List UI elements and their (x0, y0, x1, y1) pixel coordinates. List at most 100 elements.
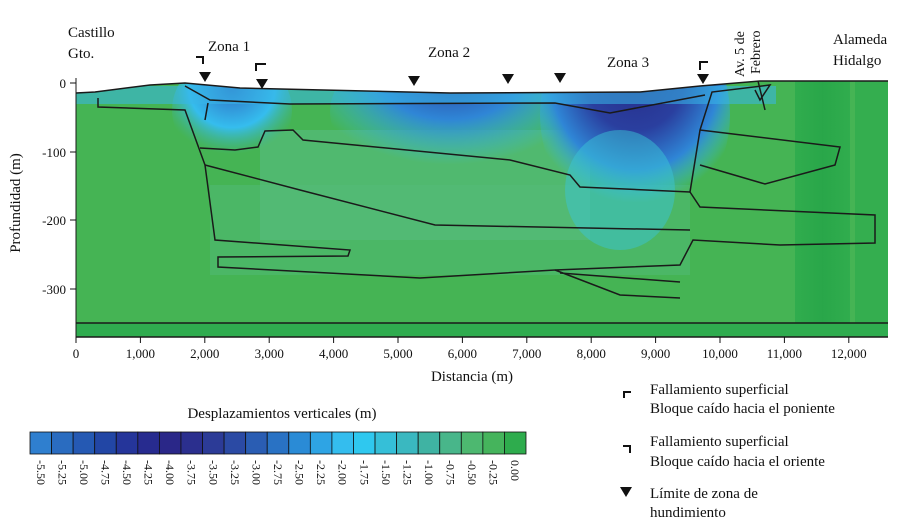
label-alameda: Alameda (833, 32, 887, 48)
colorbar-swatch (29, 431, 52, 455)
fault-east-icon (623, 445, 631, 453)
colorbar-swatch (72, 431, 96, 455)
fault-west-icon (196, 56, 204, 64)
fault-west-icon (699, 61, 708, 70)
x-tick-label: 6,000 (448, 346, 477, 361)
colorbar-swatch (331, 431, 354, 455)
triangle-down-icon (697, 74, 709, 84)
x-tick-label: 5,000 (383, 346, 412, 361)
x-tick-label: 3,000 (255, 346, 284, 361)
colorbar-value-label: -2.25 (314, 460, 328, 485)
colorbar-swatch (288, 431, 311, 455)
colorbar-value-label: -3.50 (206, 460, 220, 485)
x-tick-label: 7,000 (512, 346, 541, 361)
section-markers (196, 56, 709, 89)
colorbar-swatches (29, 431, 527, 455)
colorbar-value-label: -3.25 (228, 460, 242, 485)
x-tick-label: 1,000 (126, 346, 155, 361)
colorbar-value-label: -4.25 (142, 460, 156, 485)
colorbar-value-label: -5.25 (55, 460, 69, 485)
y-tick-300: -300 (42, 282, 66, 297)
x-axis: Distancia (m) 0 1,000 2,000 3,000 4,000 5,000… (73, 337, 867, 385)
colorbar-value-label: -0.25 (487, 460, 501, 485)
triangle-down-icon (199, 72, 211, 82)
colorbar-value-label: -2.75 (271, 460, 285, 485)
y-axis: 0 -100 -200 -300 Profundidad (m) (8, 76, 76, 297)
x-tick-label: 8,000 (577, 346, 606, 361)
colorbar-value-label: -1.50 (379, 460, 393, 485)
colorbar-swatch (158, 431, 182, 455)
triangle-down-icon (408, 76, 420, 86)
x-axis-label: Distancia (m) (431, 369, 513, 385)
colorbar-swatch (482, 431, 505, 455)
colorbar-value-label: -4.75 (98, 460, 112, 485)
colorbar-value-label: -5.00 (77, 460, 91, 485)
fault-east-icon (255, 63, 266, 71)
label-castillo: Castillo (68, 25, 115, 41)
triangle-down-icon (620, 487, 632, 497)
legend-3-line1: Límite de zona de (650, 486, 758, 502)
colorbar-value-label: -1.00 (422, 460, 436, 485)
legend: Fallamiento superficial Bloque caído hac… (620, 382, 835, 521)
y-tick-100: -100 (42, 145, 66, 160)
label-zona-2: Zona 2 (428, 45, 470, 61)
y-tick-0: 0 (60, 76, 67, 91)
colorbar-swatch (94, 431, 117, 455)
x-tick-label: 2,000 (190, 346, 219, 361)
label-gto: Gto. (68, 46, 94, 62)
x-tick-label: 12,000 (831, 346, 867, 361)
x-tick-label: 4,000 (319, 346, 348, 361)
label-av-5-de: Av. 5 de (733, 31, 748, 77)
label-zona-3: Zona 3 (607, 55, 649, 71)
stratigraphic-outlines (75, 80, 888, 299)
legend-2-line2: Bloque caído hacia el oriente (650, 454, 825, 470)
x-tick-label: 11,000 (767, 346, 802, 361)
label-zona-1: Zona 1 (208, 39, 250, 55)
colorbar-swatch (374, 431, 398, 455)
colorbar-swatch (396, 431, 419, 455)
colorbar-title: Desplazamientos verticales (m) (187, 406, 376, 422)
colorbar-value-label: -5.50 (34, 460, 48, 485)
x-tick-label: 10,000 (702, 346, 738, 361)
colorbar-swatch (137, 431, 160, 455)
legend-1-line1: Fallamiento superficial (650, 382, 789, 398)
colorbar-value-label: -3.00 (249, 460, 263, 485)
fault-west-icon (623, 391, 631, 398)
colorbar-swatch (460, 431, 484, 455)
colorbar-swatch (202, 431, 225, 455)
colorbar-swatch (180, 431, 203, 455)
legend-1-line2: Bloque caído hacia el poniente (650, 401, 835, 417)
colorbar-value-label: -3.75 (185, 460, 199, 485)
colorbar-swatch (223, 431, 247, 455)
colorbar-swatch (115, 431, 139, 455)
colorbar-swatch (353, 431, 376, 455)
colorbar-swatch (245, 431, 268, 455)
colorbar-swatch (309, 431, 333, 455)
colorbar-labels: -5.50 -5.25 -5.00 -4.75 -4.50 -4.25 -4.00 -3.75… (34, 460, 522, 485)
colorbar-value-label: -4.50 (120, 460, 134, 485)
colorbar-swatch (439, 431, 462, 455)
triangle-down-icon (256, 79, 268, 89)
colorbar-value-label: -0.50 (465, 460, 479, 485)
colorbar-value-label: -0.75 (444, 460, 458, 485)
y-tick-200: -200 (42, 213, 66, 228)
triangle-down-icon (554, 73, 566, 83)
colorbar-swatch (266, 431, 290, 455)
colorbar-swatch (504, 431, 527, 455)
x-tick-label: 0 (73, 346, 80, 361)
legend-2-line1: Fallamiento superficial (650, 434, 789, 450)
top-labels: Castillo Gto. Zona 1 Zona 2 Zona 3 Av. 5… (68, 25, 887, 77)
colorbar-value-label: -2.50 (293, 460, 307, 485)
colorbar-value-label: -2.00 (336, 460, 350, 485)
colorbar-value-label: -1.25 (400, 460, 414, 485)
vertical-displacement-field (76, 81, 888, 337)
colorbar-swatch (51, 431, 74, 455)
x-tick-label: 9,000 (641, 346, 670, 361)
colorbar-swatch (417, 431, 441, 455)
triangle-down-icon (502, 74, 514, 84)
colorbar-value-label: -4.00 (163, 460, 177, 485)
y-axis-label: Profundidad (m) (8, 153, 24, 253)
colorbar-value-label: -1.75 (357, 460, 371, 485)
